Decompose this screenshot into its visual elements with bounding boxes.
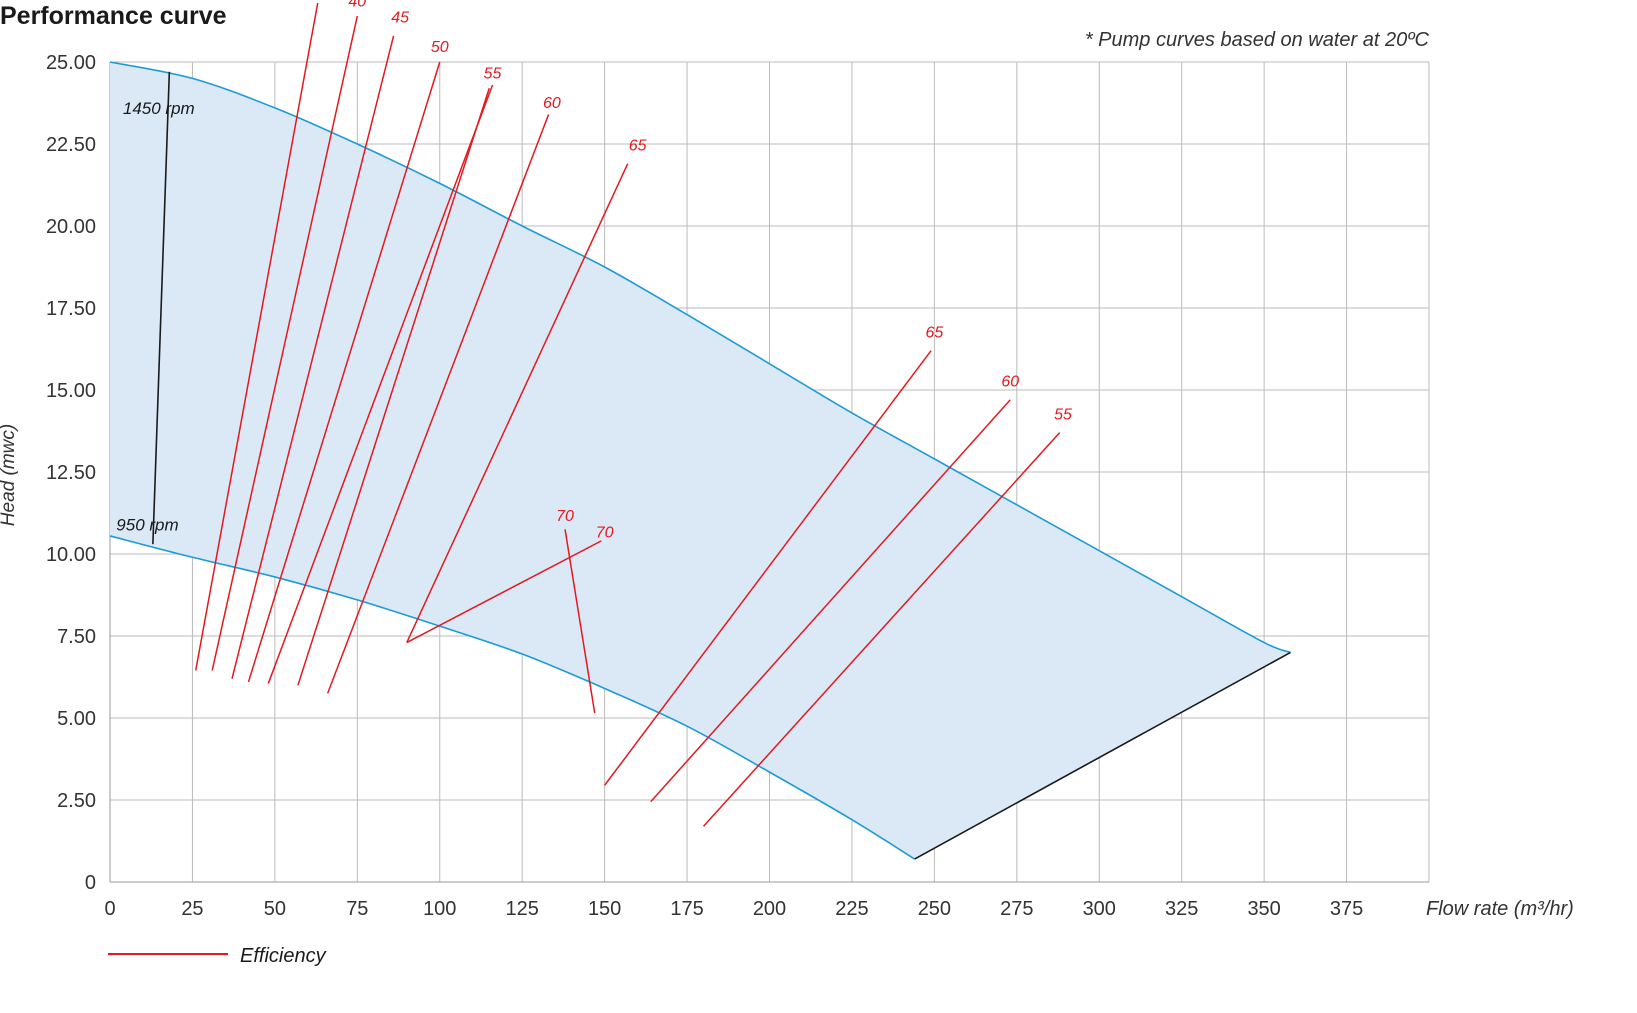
y-tick-label: 5.00 [57, 708, 96, 730]
series-label: 1450 rpm [123, 99, 195, 118]
y-tick-label: 20.00 [46, 216, 96, 238]
x-tick-label: 275 [1000, 898, 1033, 920]
y-tick-label: 0 [85, 872, 96, 894]
x-tick-label: 250 [918, 898, 951, 920]
y-tick-label: 12.50 [46, 462, 96, 484]
efficiency-line [604, 350, 932, 786]
efficiency-label: 55 [484, 65, 502, 82]
y-axis-label: Head (mwc) [0, 424, 19, 526]
efficiency-label: 65 [925, 325, 943, 342]
x-tick-label: 225 [835, 898, 868, 920]
efficiency-label: 70 [556, 508, 574, 525]
y-tick-label: 7.50 [57, 626, 96, 648]
legend: Efficiency [108, 945, 327, 967]
y-tick-label: 2.50 [57, 790, 96, 812]
x-tick-label: 125 [506, 898, 539, 920]
x-tick-label: 50 [264, 898, 286, 920]
legend-efficiency-label: Efficiency [240, 945, 327, 967]
x-tick-label: 75 [346, 898, 368, 920]
x-tick-label: 300 [1083, 898, 1116, 920]
axis-ticks: 0 25 50 75 100 125 150 175 200 225 250 275 300 325 350… [46, 52, 1363, 920]
y-tick-label: 25.00 [46, 52, 96, 74]
x-tick-label: 0 [104, 898, 115, 920]
grid [109, 61, 1430, 883]
efficiency-label: 50 [431, 39, 449, 56]
operating-envelope-fill [110, 62, 1291, 860]
envelope-boundary-line [152, 71, 171, 545]
efficiency-line [231, 35, 395, 679]
efficiency-lines: 40 45 50 55 60 65 70 70 65 60 55 [194, 0, 1072, 827]
curve-1450-rpm [109, 61, 1291, 654]
efficiency-label: 55 [1054, 407, 1072, 424]
y-tick-label: 22.50 [46, 134, 96, 156]
head-curves: 1450 rpm 950 rpm [109, 61, 1291, 860]
x-tick-label: 175 [670, 898, 703, 920]
x-tick-label: 375 [1330, 898, 1363, 920]
efficiency-line [564, 529, 596, 714]
curve-950-rpm [109, 535, 916, 860]
x-axis-label: Flow rate (m³/hr) [1426, 898, 1574, 920]
y-tick-label: 15.00 [46, 380, 96, 402]
x-tick-label: 150 [588, 898, 621, 920]
x-tick-label: 350 [1247, 898, 1280, 920]
efficiency-line [326, 114, 550, 694]
chart-title: Performance curve [0, 2, 227, 30]
x-tick-label: 100 [423, 898, 456, 920]
envelope-boundary-line [914, 651, 1291, 860]
efficiency-line [406, 540, 602, 644]
efficiency-line [406, 163, 629, 643]
efficiency-line [297, 88, 490, 686]
series-label: 950 rpm [116, 515, 178, 534]
efficiency-label: 60 [543, 95, 561, 112]
x-tick-label: 325 [1165, 898, 1198, 920]
y-tick-label: 17.50 [46, 298, 96, 320]
x-tick-label: 25 [181, 898, 203, 920]
efficiency-label: 60 [1001, 374, 1019, 391]
efficiency-label: 45 [391, 10, 409, 27]
efficiency-label: 40 [348, 0, 366, 10]
efficiency-label: 65 [629, 138, 647, 155]
efficiency-label: 70 [596, 525, 614, 542]
y-tick-label: 10.00 [46, 544, 96, 566]
efficiency-line [650, 399, 1011, 803]
x-tick-label: 200 [753, 898, 786, 920]
efficiency-line [267, 84, 494, 684]
efficiency-line [702, 432, 1061, 827]
efficiency-line [194, 2, 319, 671]
chart-note: * Pump curves based on water at 20ºC [1085, 29, 1430, 51]
efficiency-line [247, 61, 441, 683]
efficiency-line [211, 15, 359, 671]
